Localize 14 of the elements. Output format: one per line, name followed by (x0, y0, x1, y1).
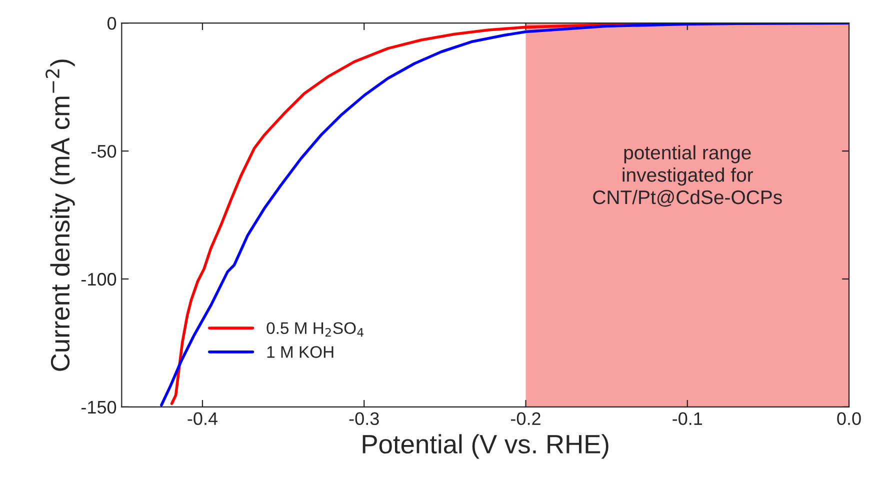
y-tick-label: -50 (92, 144, 116, 158)
x-tick-label: -0.3 (349, 412, 379, 426)
y-tick-label: 0 (107, 17, 116, 30)
y-tick-label: -100 (81, 272, 116, 286)
x-tick-label: -0.1 (672, 412, 702, 426)
x-tick-label: 0.0 (837, 412, 861, 426)
legend-label: 0.5 M H$_{2}$SO$_{4}$ (266, 322, 364, 337)
y-axis-title: Current density (mA cm$^{−2}$) (46, 60, 75, 371)
x-tick-label: -0.4 (188, 412, 218, 426)
y-tick-label: -150 (81, 400, 116, 414)
x-axis-title: Potential (V vs. RHE) (362, 434, 608, 459)
x-tick-label: -0.2 (510, 412, 540, 426)
legend-label: 1 M KOH (267, 346, 334, 358)
band-label: potential range investigated for CNT/Pt@CdSe-OCPs (593, 145, 782, 207)
